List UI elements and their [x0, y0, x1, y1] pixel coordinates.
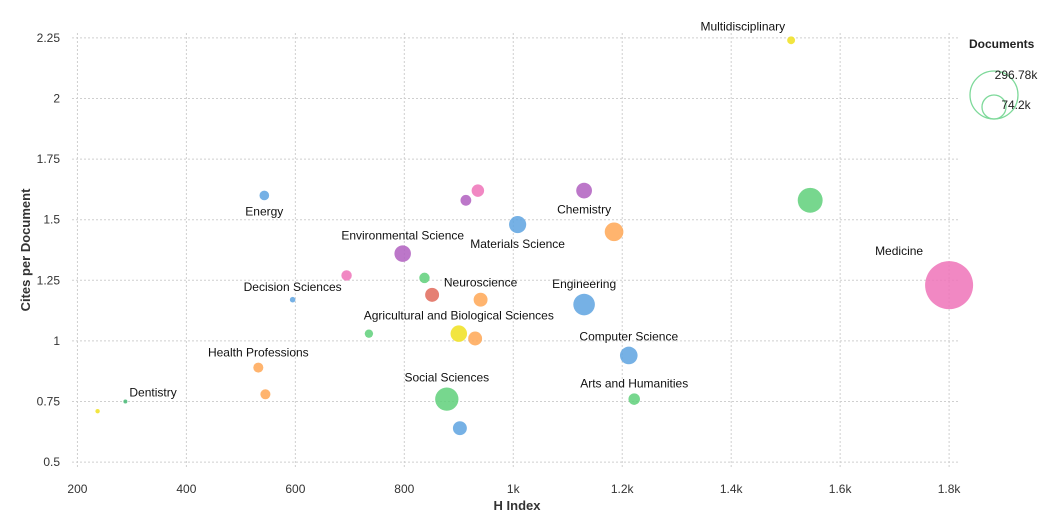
size-legend: Documents 296.78k 74.2k	[969, 37, 1039, 120]
bubble-label: Dentistry	[129, 386, 176, 400]
x-tick-label: 1.4k	[720, 482, 744, 496]
bubble-label: Engineering	[552, 277, 616, 291]
bubble[interactable]	[460, 194, 472, 206]
bubble[interactable]	[468, 331, 483, 346]
legend-size-label: 296.78k	[995, 68, 1039, 82]
bubble[interactable]	[289, 296, 296, 303]
bubble-label: Environmental Science	[341, 228, 464, 242]
x-tick-label: 1.6k	[829, 482, 853, 496]
bubble[interactable]	[341, 270, 352, 281]
bubble[interactable]	[95, 409, 100, 414]
bubble-label: Social Sciences	[404, 370, 489, 384]
x-tick-label: 1.8k	[938, 482, 962, 496]
bubble[interactable]	[471, 184, 485, 197]
y-tick-label: 0.75	[37, 395, 61, 409]
bubble-label: Neuroscience	[444, 276, 518, 290]
bubble[interactable]	[628, 393, 640, 405]
bubble[interactable]	[253, 362, 264, 373]
legend-size-circle	[981, 94, 1007, 120]
legend-size-label: 74.2k	[1001, 98, 1031, 112]
legend-title: Documents	[969, 37, 1035, 51]
x-tick-label: 600	[285, 482, 305, 496]
x-tick-label: 1k	[507, 482, 521, 496]
bubble[interactable]	[123, 399, 128, 404]
bubble-labels: Multidisciplinary Energy Chemistry Material…	[129, 19, 923, 399]
bubble[interactable]	[925, 261, 974, 310]
bubble-label: Multidisciplinary	[700, 19, 785, 33]
bubble[interactable]	[452, 421, 467, 436]
bubble[interactable]	[604, 222, 624, 242]
bubble[interactable]	[576, 182, 592, 199]
bubble-label: Arts and Humanities	[580, 376, 688, 390]
bubble[interactable]	[797, 187, 823, 213]
bubble[interactable]	[473, 292, 488, 307]
bubble[interactable]	[425, 287, 440, 302]
bubble-label: Computer Science	[579, 330, 678, 344]
bubble[interactable]	[435, 387, 459, 411]
bubbles	[95, 36, 974, 436]
y-tick-label: 1.75	[37, 152, 61, 166]
axes: H Index Cites per Document 200 400 600 800 1…	[18, 31, 961, 513]
bubble-label: Agricultural and Biological Sciences	[364, 308, 554, 322]
y-tick-label: 1	[53, 334, 60, 348]
bubble[interactable]	[787, 36, 796, 45]
y-tick-label: 2	[53, 91, 60, 105]
bubble[interactable]	[419, 272, 430, 284]
bubble[interactable]	[619, 346, 638, 365]
bubble-label: Materials Science	[470, 237, 565, 251]
bubble[interactable]	[394, 245, 411, 262]
bubble-label: Medicine	[875, 244, 923, 258]
bubble[interactable]	[259, 190, 270, 201]
bubble-label: Chemistry	[557, 202, 611, 216]
y-axis-title: Cites per Document	[18, 188, 33, 311]
y-tick-label: 1.25	[37, 273, 61, 287]
y-tick-label: 2.25	[37, 31, 61, 45]
x-tick-label: 200	[67, 482, 87, 496]
bubble-label: Decision Sciences	[244, 280, 342, 294]
x-tick-label: 800	[394, 482, 414, 496]
bubble[interactable]	[573, 293, 595, 316]
y-tick-label: 0.5	[43, 455, 60, 469]
y-tick-label: 1.5	[43, 213, 60, 227]
bubble[interactable]	[260, 389, 271, 400]
x-tick-label: 1.2k	[611, 482, 635, 496]
bubble-label: Health Professions	[208, 346, 309, 360]
x-axis-title: H Index	[494, 498, 542, 513]
bubble-label: Energy	[245, 204, 283, 218]
bubble[interactable]	[450, 325, 468, 342]
x-tick-label: 400	[176, 482, 196, 496]
bubble[interactable]	[509, 215, 527, 234]
bubble[interactable]	[364, 329, 374, 338]
